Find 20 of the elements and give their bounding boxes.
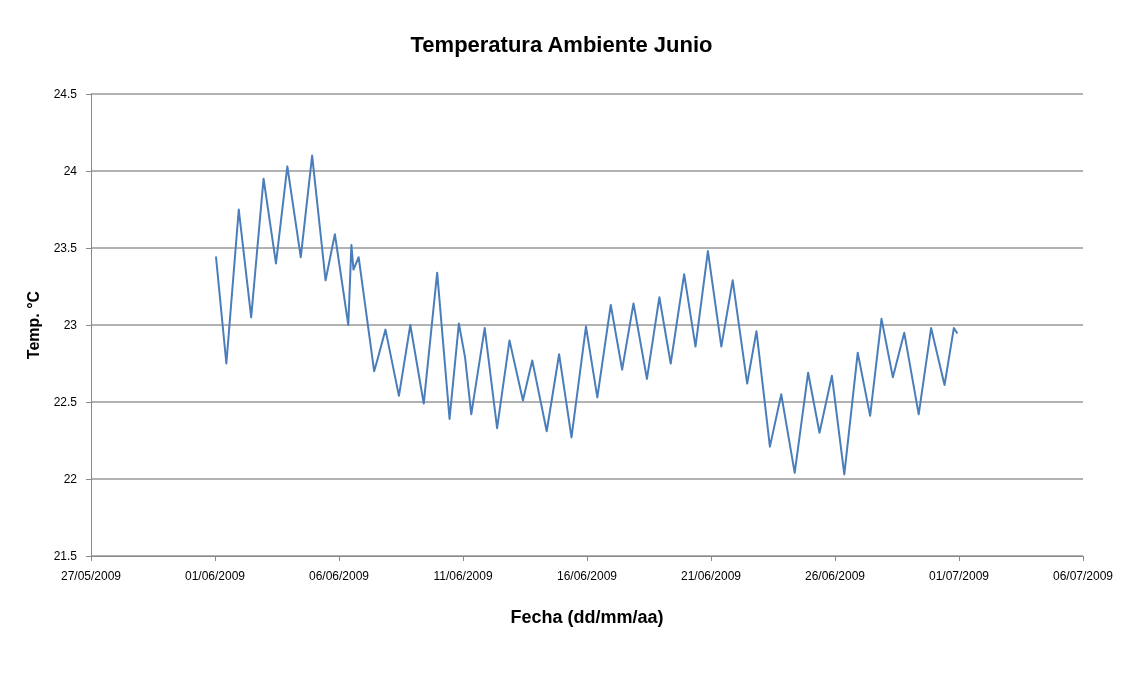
x-tick-label: 06/06/2009 (308, 569, 370, 583)
y-tick-label: 24 (63, 164, 78, 178)
y-tick-label: 22 (63, 472, 78, 486)
x-tick-label: 27/05/2009 (60, 569, 122, 583)
y-tick-label: 23 (63, 318, 78, 332)
x-tick-label: 06/07/2009 (1052, 569, 1114, 583)
x-tick-label: 01/06/2009 (184, 569, 246, 583)
x-tick-label: 01/07/2009 (928, 569, 990, 583)
x-tick-label: 21/06/2009 (680, 569, 742, 583)
y-axis-title: Temp. °C (24, 290, 42, 360)
y-tick-label: 23.5 (53, 241, 78, 255)
y-tick-label: 24.5 (53, 87, 78, 101)
x-tick-label: 11/06/2009 (433, 569, 493, 583)
x-tick-label: 26/06/2009 (804, 569, 866, 583)
y-tick-label: 22.5 (53, 395, 78, 409)
chart-title: Temperatura Ambiente Junio (410, 31, 713, 57)
x-tick-label: 16/06/2009 (556, 569, 618, 583)
y-tick-label: 21.5 (53, 549, 78, 563)
line-series (215, 154, 958, 476)
x-axis-title: Fecha (dd/mm/aa) (510, 607, 664, 627)
